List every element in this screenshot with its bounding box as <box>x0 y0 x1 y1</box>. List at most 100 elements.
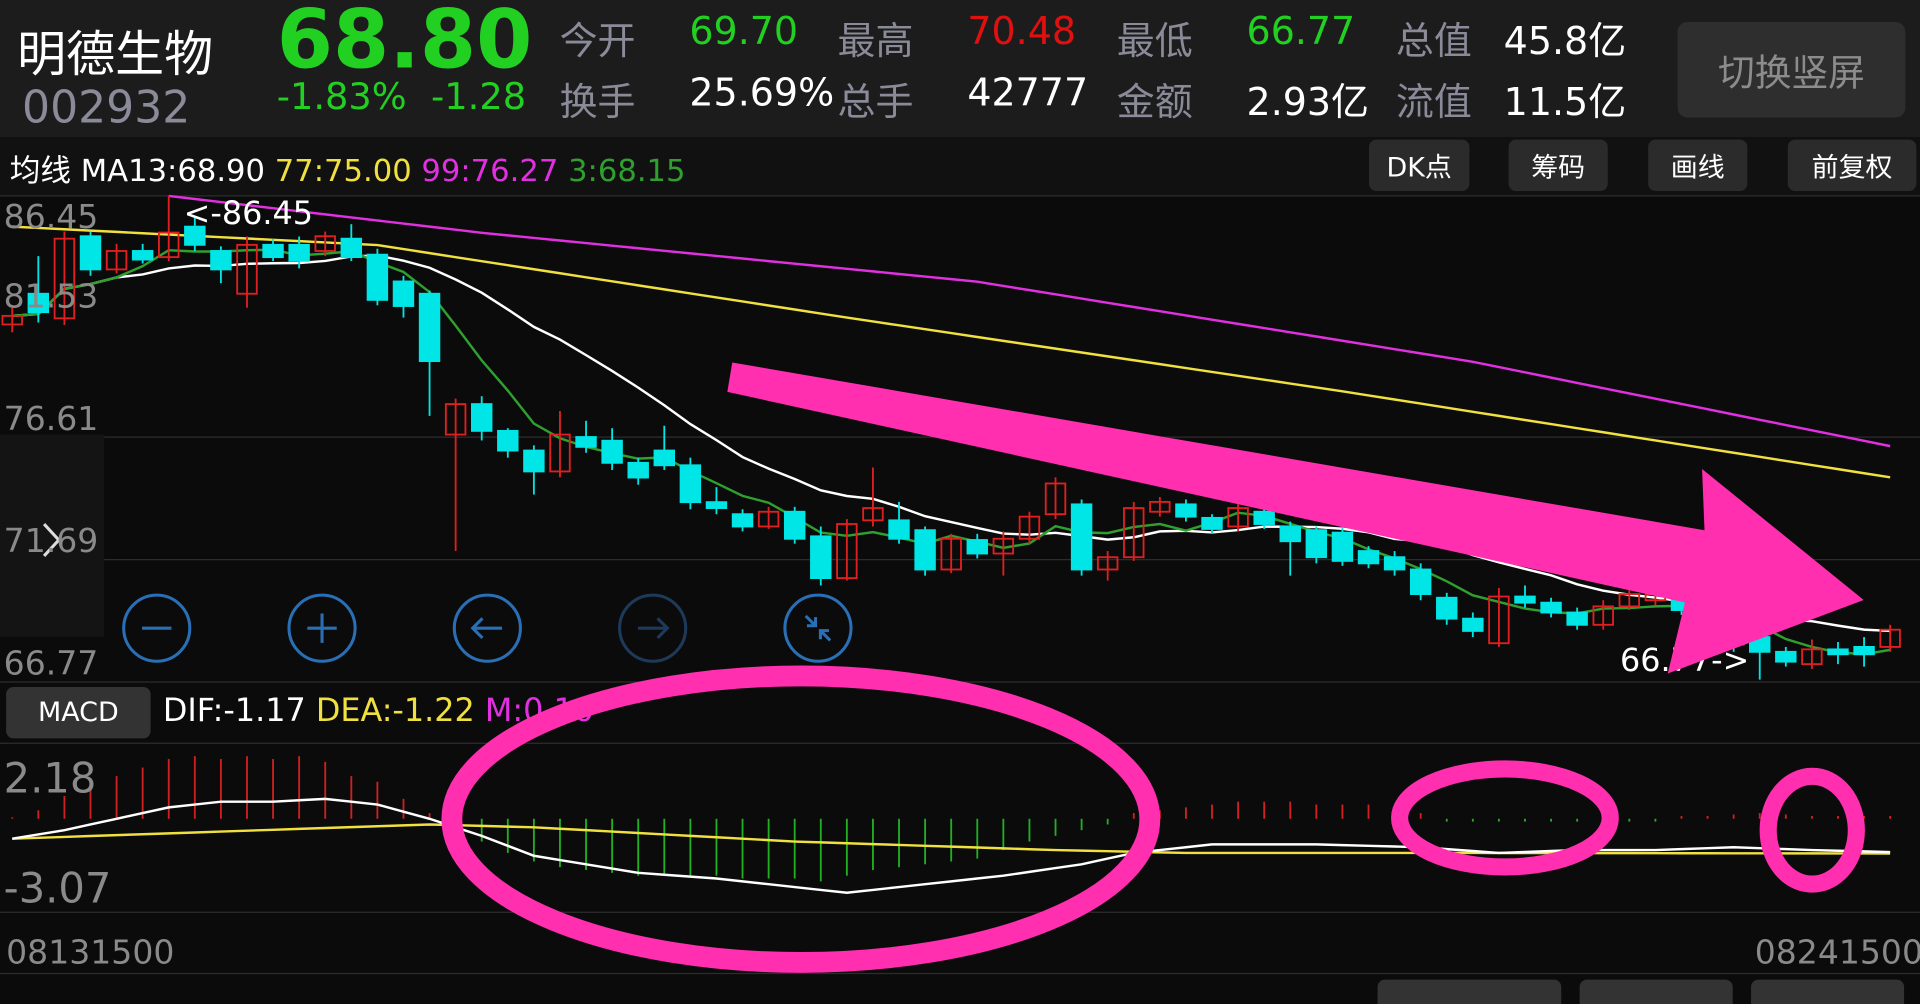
candle <box>731 509 754 532</box>
start-date: 08131500 <box>6 934 175 973</box>
candle-body <box>1853 645 1875 656</box>
candle-body <box>1357 550 1380 565</box>
candle-body <box>1175 503 1197 518</box>
candle-body <box>1670 594 1693 611</box>
quote-label: 总手 <box>837 80 914 125</box>
candle <box>262 238 284 262</box>
arrow-right-icon[interactable] <box>618 593 688 663</box>
high-price-marker: <-86.45 <box>183 195 313 233</box>
candle <box>1592 600 1614 630</box>
ma5-line <box>12 248 1891 656</box>
candle-body <box>549 433 571 473</box>
candle <box>1462 612 1484 638</box>
candle <box>105 243 128 274</box>
chevron-right-icon <box>42 523 61 557</box>
dif-value: DIF:-1.17 <box>162 693 306 730</box>
zoom-out-icon[interactable] <box>122 593 192 663</box>
candle <box>992 531 1015 576</box>
candle-body <box>601 439 623 464</box>
price-axis-label: 81.53 <box>3 277 99 316</box>
candle <box>314 231 336 257</box>
nav-button-ring <box>783 593 853 663</box>
candle <box>1253 501 1275 529</box>
nav-button-ring <box>452 593 522 663</box>
candle-body <box>966 539 988 555</box>
candle <box>392 275 415 318</box>
candle-body <box>1279 525 1301 543</box>
ma-legend-bar: 均线 MA13:68.90 77:75.00 99:76.27 3:68.15 … <box>0 137 1920 196</box>
ma-legend: 均线 MA13:68.90 77:75.00 99:76.27 3:68.15 <box>10 147 686 191</box>
candle <box>340 224 363 262</box>
candle <box>79 231 102 276</box>
candle <box>810 526 832 586</box>
candle <box>653 425 676 470</box>
candle <box>1409 563 1432 601</box>
candle <box>705 487 728 515</box>
candle <box>1618 587 1641 611</box>
candle <box>210 246 232 284</box>
quote-label: 金额 <box>1116 80 1193 125</box>
candle <box>1696 605 1719 633</box>
nav-button-glyph <box>804 614 832 642</box>
candle-body <box>1070 503 1093 571</box>
candle-body <box>783 510 806 540</box>
switch-portrait-button[interactable]: 切换竖屏 <box>1677 22 1906 118</box>
quote-value: 45.8亿 <box>1503 19 1627 64</box>
candle <box>1566 607 1588 630</box>
stock-code: 002932 <box>22 83 191 134</box>
arrow-left-icon[interactable] <box>452 593 522 663</box>
candle-body <box>1827 648 1849 656</box>
candle <box>366 248 389 306</box>
quote-label: 换手 <box>559 80 636 125</box>
quote-value: 70.48 <box>967 9 1077 54</box>
candle-body <box>366 253 389 301</box>
collapse-icon[interactable] <box>783 593 853 663</box>
candle-body <box>1566 611 1588 626</box>
candle-body <box>105 250 128 271</box>
candle-body <box>627 461 649 479</box>
dk-point-button[interactable]: DK点 <box>1368 139 1470 192</box>
candle-body <box>262 243 284 259</box>
candle <box>601 428 623 470</box>
candle <box>523 445 545 495</box>
forward-adjust-button[interactable]: 前复权 <box>1787 139 1917 192</box>
candle <box>497 428 519 458</box>
candle <box>1514 585 1536 608</box>
nav-button-glyph <box>307 613 337 643</box>
candle-body <box>1409 568 1432 595</box>
candle <box>1670 590 1693 615</box>
draw-line-button[interactable]: 画线 <box>1648 139 1748 192</box>
dea-value: DEA:-1.22 <box>315 693 475 730</box>
candle <box>1827 641 1849 665</box>
quote-value: 25.69% <box>689 71 835 116</box>
candle <box>1488 587 1510 647</box>
quote-label: 最高 <box>837 19 914 64</box>
ma13-line <box>12 254 1891 633</box>
candle-body <box>392 280 415 307</box>
quote-value: 2.93亿 <box>1246 80 1370 125</box>
candle <box>1331 526 1354 566</box>
candle <box>1096 551 1119 581</box>
macd-indicator-button[interactable]: MACD <box>6 686 151 739</box>
chips-button[interactable]: 筹码 <box>1508 139 1608 192</box>
end-date: 08241500 <box>1754 934 1920 973</box>
candle-body <box>575 436 597 448</box>
side-panel <box>0 434 105 637</box>
candle <box>1357 546 1380 569</box>
candle <box>627 457 649 485</box>
candle-body <box>444 403 467 436</box>
candle <box>1853 637 1875 667</box>
candle-body <box>1201 516 1223 530</box>
price-axis-label: 66.77 <box>3 645 99 684</box>
candle-body <box>471 403 493 432</box>
zoom-in-icon[interactable] <box>287 593 357 663</box>
candle-body <box>340 237 363 259</box>
bottom-tab-button <box>1579 979 1733 1004</box>
candle <box>575 420 597 453</box>
candle <box>679 457 702 510</box>
quote-value: 11.5亿 <box>1503 80 1627 125</box>
candle-body <box>1540 601 1562 614</box>
candle <box>1044 477 1067 520</box>
